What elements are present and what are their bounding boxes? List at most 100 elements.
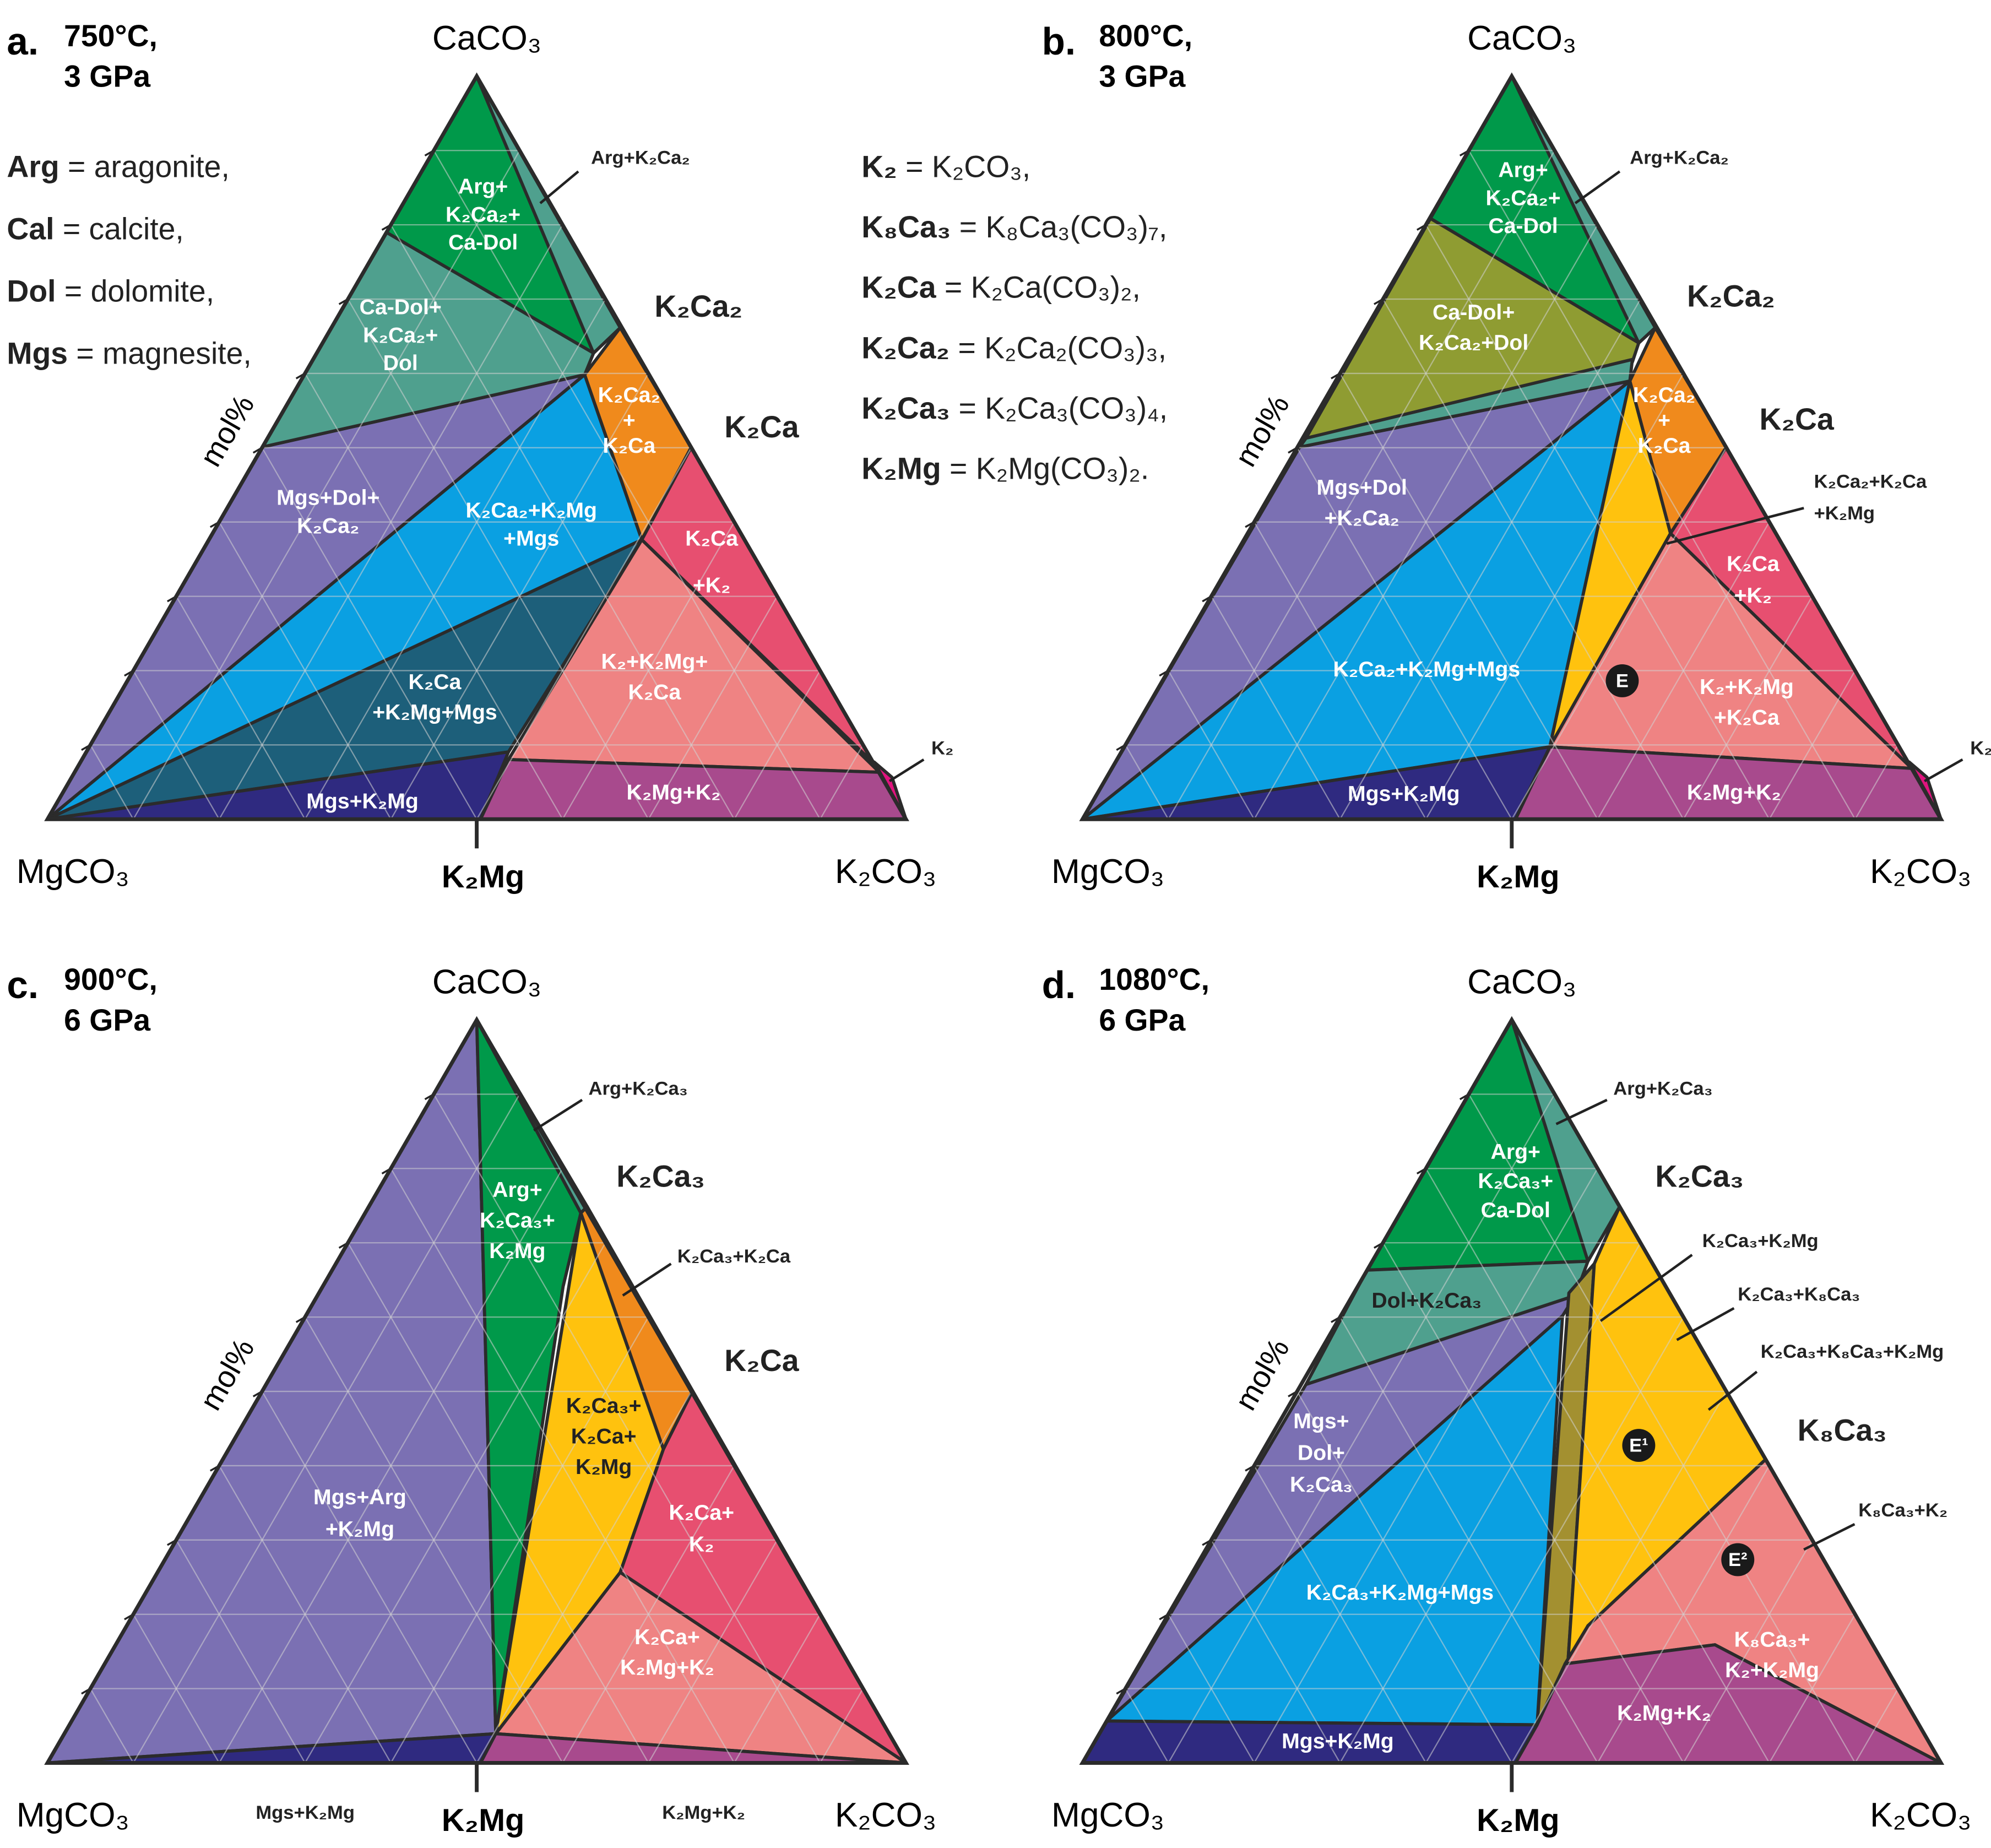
annotation: K₂Ca₃+K₈Ca₃ (1738, 1284, 1860, 1305)
field-label: K₂ (689, 1533, 714, 1557)
eutectic-label: E² (1728, 1549, 1748, 1570)
annotation: K₂Ca₃+K₈Ca₃+K₂Mg (1761, 1341, 1944, 1362)
field-label: K₂Ca (1727, 552, 1780, 576)
annotation: K₂Ca₂+K₂Ca (1814, 471, 1927, 492)
field-label: K₂Ca₃+K₂Mg+Mgs (1306, 1581, 1494, 1605)
field-label: K₂Ca+ (571, 1425, 637, 1449)
condition: 900°C, (64, 962, 158, 996)
grid-line (1468, 150, 1856, 820)
legend-entry: K₂Ca = K₂Ca(CO₃)₂, (861, 270, 1141, 304)
field-label: K₂Ca+ (634, 1625, 700, 1649)
grid-line (1211, 596, 1341, 820)
grid-line (1254, 1168, 1598, 1764)
field-label: K₂Ca₂ (598, 383, 660, 407)
legend-entry: K₂Mg = K₂Mg(CO₃)₂. (861, 451, 1149, 485)
legend-term: K₈Ca₃ (861, 210, 951, 244)
field-label: + (1658, 409, 1670, 432)
grid-line (820, 1688, 864, 1764)
field-label: +K₂Ca₂ (1325, 506, 1399, 530)
axis-label: mol% (1228, 389, 1296, 472)
grid-line (1382, 1242, 1684, 1764)
phase-point-label: K₂Ca₂ (654, 289, 742, 323)
grid-line (133, 150, 520, 820)
leader-line (1676, 1307, 1735, 1341)
grid-line (476, 1391, 692, 1764)
grid-line (1168, 1093, 1555, 1764)
grid-line (304, 299, 606, 820)
grid-line (476, 447, 692, 820)
grid-line (347, 299, 649, 820)
field-label: Mgs+Arg (313, 1486, 406, 1509)
legend-entry: Cal = calcite, (7, 212, 183, 246)
legend-entry: K₈Ca₃ = K₈Ca₃(CO₃)₇, (861, 210, 1167, 244)
corner-label: K₂CO₃ (835, 1796, 936, 1834)
field-label: +K₂Mg (325, 1518, 394, 1541)
field-label: K₂+K₂Mg (1700, 675, 1794, 699)
grid-line (133, 1093, 520, 1764)
phase-point-label: K₈Ca₃ (1798, 1413, 1887, 1448)
panel-label: d. (1042, 963, 1076, 1006)
field-label: Ca-Dol+ (1433, 301, 1515, 324)
field-label: K₂Ca₂+ (446, 203, 520, 226)
phase-point-label: K₂Ca₂ (1687, 279, 1775, 313)
legend-term: K₂Ca₃ (861, 391, 950, 425)
legend-term: K₂ (861, 149, 897, 183)
field-label: Ca-Dol (1488, 214, 1558, 238)
condition: 6 GPa (1099, 1003, 1186, 1037)
grid-line (1382, 299, 1684, 820)
eutectic-label: E¹ (1629, 1435, 1648, 1456)
legend-term: K₂Mg (861, 451, 941, 485)
grid-line (433, 1093, 821, 1764)
field-label: Dol+K₂Ca₃ (1371, 1289, 1482, 1313)
corner-label: MgCO₃ (17, 853, 129, 891)
field-label: Ca-Dol (448, 231, 518, 254)
annotation: K₂Ca₃+K₂Ca (677, 1246, 791, 1267)
legend-definition: = K₂Ca(CO₃)₂, (936, 270, 1141, 304)
phase-field (1513, 1643, 1943, 1765)
field-label: Arg+ (1498, 159, 1548, 182)
phase-point-label: K₂Ca₃ (1655, 1159, 1744, 1193)
bottom-label: K₂Mg (442, 1803, 524, 1838)
panel: d. 1080°C, 6 GPa CaCO₃ MgCO₃ K₂CO₃ K₂Mg mol% Arg… (1042, 962, 1972, 1838)
annotation: K₂Mg+K₂ (662, 1802, 745, 1823)
field-label: K₂+K₂Mg (1725, 1659, 1819, 1682)
field-label: K₂Ca₃+ (1478, 1169, 1553, 1193)
field-label: Mgs+Dol+ (276, 486, 379, 510)
field-label: +K₂Ca (1714, 706, 1780, 729)
grid-line (1468, 1093, 1856, 1764)
phase-point-label: K₂Ca (724, 1343, 799, 1378)
grid-line (1511, 447, 1727, 820)
eutectic-marker (1622, 1429, 1656, 1462)
annotation: K₂ (931, 738, 953, 759)
grid-line (1254, 224, 1598, 820)
field-label: K₂Ca₂+K₂Mg+Mgs (1333, 658, 1520, 681)
grid-line (433, 150, 821, 820)
axis-label: mol% (1228, 1333, 1296, 1416)
legend-definition: = K₂CO₃, (897, 149, 1030, 183)
condition: 1080°C, (1099, 962, 1209, 996)
corner-label: MgCO₃ (1051, 853, 1164, 891)
field-label: +K₂ (1734, 584, 1772, 608)
axis-label: mol% (193, 1333, 261, 1416)
field-label: K₂Ca+ (669, 1501, 734, 1525)
grid-line (261, 1391, 478, 1764)
field-label: Ca-Dol+ (360, 296, 442, 319)
legend-term: Dol (7, 274, 56, 308)
condition: 6 GPa (64, 1003, 151, 1037)
corner-label: CaCO₃ (1467, 963, 1576, 1001)
corner-label: CaCO₃ (432, 963, 541, 1001)
phase-point-label: K₂Ca₃ (616, 1159, 705, 1193)
legend-definition: = K₂Mg(CO₃)₂. (941, 451, 1149, 485)
grid-line (820, 744, 864, 820)
panel: b. 800°C, 3 GPa CaCO₃ MgCO₃ K₂CO₃ K₂Mg mol% Arg+… (1042, 19, 1991, 895)
bottom-label: K₂Mg (1477, 859, 1559, 895)
leader-line (1707, 1370, 1758, 1411)
leader-line (533, 1098, 583, 1132)
corner-label: CaCO₃ (432, 19, 541, 57)
grid-line (1296, 1391, 1512, 1764)
grid-line (1168, 150, 1555, 820)
grid-line (218, 1168, 563, 1764)
corner-label: CaCO₃ (1467, 19, 1576, 57)
eutectic-marker (1721, 1543, 1755, 1576)
annotation: Arg+K₂Ca₂ (591, 147, 690, 168)
